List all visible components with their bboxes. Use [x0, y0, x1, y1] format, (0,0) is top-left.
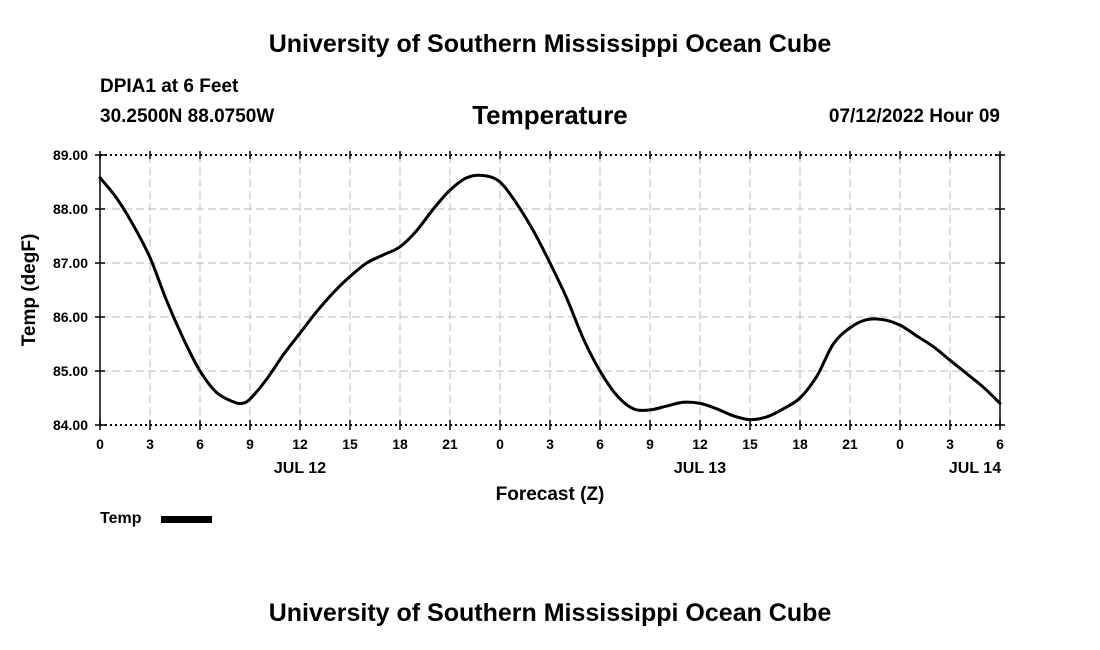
x-tick-label: 3	[546, 436, 554, 452]
station-label: DPIA1 at 6 Feet	[100, 76, 239, 97]
x-tick-label: 21	[442, 436, 458, 452]
date-label: JUL 13	[674, 460, 726, 477]
x-tick-label: 0	[96, 436, 104, 452]
x-tick-label: 18	[392, 436, 408, 452]
x-axis-title: Forecast (Z)	[496, 484, 605, 505]
x-tick-label: 6	[196, 436, 204, 452]
x-tick-label: 15	[742, 436, 758, 452]
y-tick-label: 88.00	[53, 201, 88, 217]
x-tick-label: 12	[292, 436, 308, 452]
datetime-label: 07/12/2022 Hour 09	[828, 106, 1000, 127]
chart-title: University of Southern Mississippi Ocean…	[268, 30, 832, 58]
x-tick-label: 21	[842, 436, 858, 452]
legend-swatch	[161, 516, 212, 523]
y-tick-label: 89.00	[53, 147, 88, 163]
y-tick-label: 86.00	[53, 309, 88, 325]
x-tick-label: 18	[792, 436, 808, 452]
temp-series-line	[98, 173, 1002, 422]
y-tick-label: 87.00	[53, 255, 88, 271]
x-tick-label: 15	[342, 436, 358, 452]
x-tick-label: 3	[146, 436, 154, 452]
x-tick-label: 12	[692, 436, 708, 452]
footer-title: University of Southern Mississippi Ocean…	[268, 599, 832, 627]
x-tick-label: 0	[496, 436, 504, 452]
parameter-title: Temperature	[472, 100, 628, 130]
legend-label: Temp	[100, 510, 142, 527]
date-label: JUL 12	[274, 460, 326, 477]
x-tick-label: 6	[996, 436, 1004, 452]
x-tick-label: 0	[896, 436, 904, 452]
x-tick-label: 9	[246, 436, 254, 452]
y-axis-title: Temp (degF)	[19, 234, 40, 347]
x-tick-label: 6	[596, 436, 604, 452]
coordinates-label: 30.2500N 88.0750W	[100, 106, 275, 127]
x-tick-label: 3	[946, 436, 954, 452]
y-tick-label: 85.00	[53, 363, 88, 379]
x-tick-label: 9	[646, 436, 654, 452]
date-label: JUL 14	[949, 460, 1001, 477]
y-tick-label: 84.00	[53, 417, 88, 433]
